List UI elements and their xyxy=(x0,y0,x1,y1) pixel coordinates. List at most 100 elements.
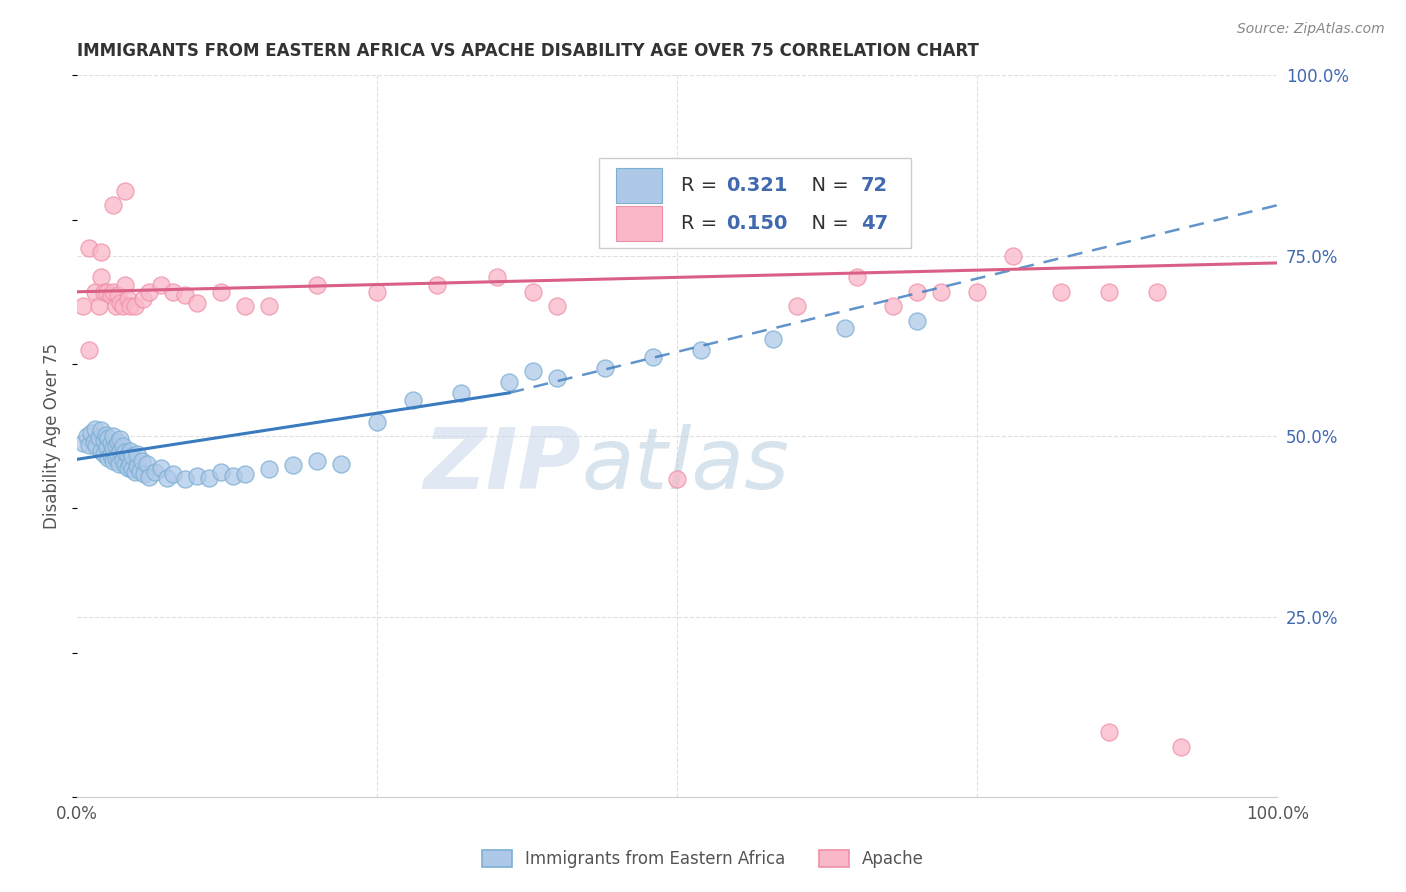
Point xyxy=(111,452,134,467)
Point xyxy=(72,436,94,450)
Point xyxy=(101,454,124,468)
Point xyxy=(110,295,132,310)
Point xyxy=(118,299,141,313)
Point xyxy=(110,432,132,446)
FancyBboxPatch shape xyxy=(616,169,662,203)
Point xyxy=(138,285,160,299)
Text: ZIP: ZIP xyxy=(423,424,581,507)
Point xyxy=(107,288,129,302)
Point xyxy=(150,277,173,292)
Point xyxy=(101,198,124,212)
Point xyxy=(593,360,616,375)
Point xyxy=(546,371,568,385)
Point xyxy=(96,440,118,454)
Point xyxy=(846,270,869,285)
Point xyxy=(127,459,149,474)
Point xyxy=(198,471,221,485)
Point xyxy=(90,270,112,285)
Text: IMMIGRANTS FROM EASTERN AFRICA VS APACHE DISABILITY AGE OVER 75 CORRELATION CHAR: IMMIGRANTS FROM EASTERN AFRICA VS APACHE… xyxy=(77,42,979,60)
Point xyxy=(77,438,100,452)
Point xyxy=(101,441,124,455)
Point xyxy=(486,270,509,285)
Point xyxy=(307,277,329,292)
Text: 0.321: 0.321 xyxy=(727,176,787,195)
Point xyxy=(931,285,953,299)
Point xyxy=(233,467,256,481)
Text: 72: 72 xyxy=(860,176,889,195)
Point xyxy=(905,285,928,299)
Point xyxy=(121,462,143,476)
Point xyxy=(76,429,98,443)
Point xyxy=(97,431,120,445)
Point xyxy=(110,443,132,458)
Point xyxy=(426,277,449,292)
Point xyxy=(108,457,131,471)
Point xyxy=(690,343,713,357)
Y-axis label: Disability Age Over 75: Disability Age Over 75 xyxy=(44,343,60,529)
Point xyxy=(94,427,117,442)
Point xyxy=(966,285,988,299)
Point xyxy=(162,467,184,481)
Point xyxy=(131,454,153,468)
Point xyxy=(101,285,124,299)
Point xyxy=(834,321,856,335)
Point xyxy=(498,375,520,389)
Point xyxy=(84,439,107,453)
Point xyxy=(72,299,94,313)
Point xyxy=(666,473,689,487)
Point xyxy=(111,299,134,313)
Point xyxy=(93,446,115,460)
Point xyxy=(100,436,122,450)
Point xyxy=(1170,739,1192,754)
Point xyxy=(882,299,904,313)
Point xyxy=(127,446,149,460)
Point xyxy=(546,299,568,313)
Text: atlas: atlas xyxy=(581,424,789,507)
Point xyxy=(522,285,544,299)
Point xyxy=(114,277,136,292)
Point xyxy=(97,450,120,465)
Point xyxy=(117,461,139,475)
Point xyxy=(104,299,127,313)
Point xyxy=(1098,725,1121,739)
Point xyxy=(114,458,136,472)
Point xyxy=(186,469,208,483)
Point xyxy=(257,299,280,313)
Point xyxy=(118,457,141,471)
Point xyxy=(209,285,232,299)
Point xyxy=(80,425,103,440)
Point xyxy=(138,469,160,483)
Point xyxy=(107,434,129,449)
Point xyxy=(111,439,134,453)
Point xyxy=(330,457,353,471)
Point xyxy=(124,299,146,313)
Text: N =: N = xyxy=(799,214,855,233)
Point xyxy=(100,288,122,302)
Point xyxy=(156,471,179,485)
Point xyxy=(222,469,245,483)
Point xyxy=(174,473,197,487)
Point xyxy=(134,467,156,481)
Point xyxy=(1002,249,1025,263)
Text: N =: N = xyxy=(799,176,855,195)
Point xyxy=(77,343,100,357)
Point xyxy=(107,448,129,462)
Point xyxy=(1146,285,1168,299)
Point xyxy=(143,465,166,479)
Point xyxy=(84,285,107,299)
Point xyxy=(118,443,141,458)
Point xyxy=(257,461,280,475)
Point xyxy=(100,448,122,462)
Point xyxy=(101,429,124,443)
Text: R =: R = xyxy=(681,214,724,233)
Point xyxy=(366,415,388,429)
Point xyxy=(83,434,105,449)
Text: 47: 47 xyxy=(860,214,889,233)
Point xyxy=(762,332,785,346)
Point xyxy=(117,292,139,306)
Point xyxy=(150,461,173,475)
Point xyxy=(93,434,115,448)
Point xyxy=(90,245,112,260)
Text: 0.150: 0.150 xyxy=(727,214,787,233)
Point xyxy=(1050,285,1073,299)
